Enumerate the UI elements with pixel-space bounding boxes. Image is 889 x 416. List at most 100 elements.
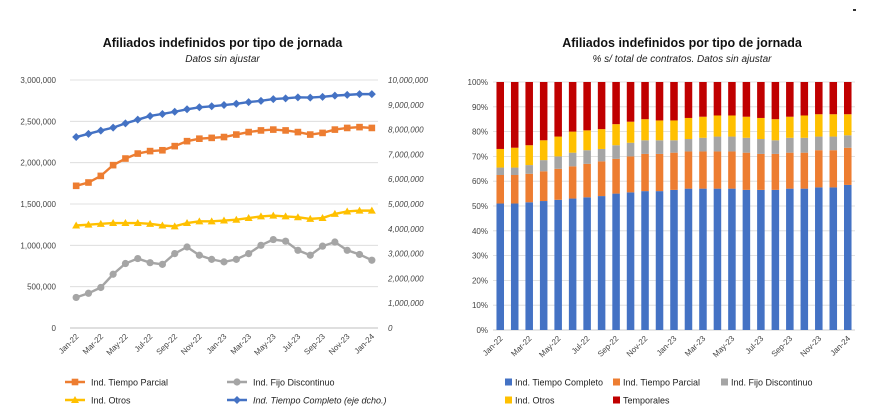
left-x-tick-label: Mar-22 <box>81 332 106 357</box>
right-bar-segment <box>757 117 765 140</box>
right-x-tick-label: May-22 <box>537 334 563 360</box>
right-bar-segment <box>699 151 707 189</box>
left-series-point <box>72 293 80 302</box>
right-x-tick-label: Sep-23 <box>770 334 795 359</box>
right-bar-segment <box>554 156 562 169</box>
left-x-tick-label: Sep-22 <box>155 332 180 357</box>
left-series-point <box>256 96 265 105</box>
right-bar-segment <box>597 161 606 197</box>
left-legend-label: Ind. Otros <box>91 396 131 406</box>
right-bar-segment <box>815 114 823 137</box>
right-bar-segment <box>626 142 635 157</box>
right-bar-segment <box>626 192 635 330</box>
left-series-point <box>109 270 117 278</box>
right-bar-segment <box>568 131 577 153</box>
right-bar-segment <box>670 120 678 141</box>
right-bar-segment <box>496 175 505 204</box>
left-series-point <box>257 241 265 249</box>
left-series-point <box>294 246 302 254</box>
left-series-point <box>146 259 154 267</box>
right-bar-segment <box>597 129 606 149</box>
right-bar-segment <box>539 160 548 172</box>
right-bar-segment <box>510 175 519 204</box>
right-bar-segment <box>655 82 664 121</box>
left-series-point <box>220 133 228 141</box>
right-bar-segment <box>641 191 649 330</box>
right-bar-segment <box>713 188 722 330</box>
left-x-tick-label: Jul-23 <box>281 332 303 354</box>
right-bar-segment <box>757 153 765 190</box>
left-series-point <box>207 217 216 225</box>
right-y-tick-label: 80% <box>472 128 488 137</box>
left-x-tick-label: Jan-23 <box>205 332 229 356</box>
left-x-tick-label: Sep-23 <box>302 332 327 357</box>
left-series-point <box>367 206 376 214</box>
left-series-point <box>158 260 166 268</box>
right-bar-segment <box>728 82 736 116</box>
left-x-tick-label: Jul-22 <box>133 332 155 354</box>
left-legend-marker <box>71 378 79 386</box>
right-legend-swatch <box>613 378 620 386</box>
left-series-point <box>294 128 302 136</box>
right-bar-segment <box>728 188 736 330</box>
right-bar-segment <box>843 147 852 185</box>
right-bar-segment <box>728 151 736 189</box>
right-y-tick-label: 90% <box>472 103 488 112</box>
right-bar-segment <box>800 82 809 116</box>
left-x-tick-label: Nov-22 <box>179 332 204 357</box>
right-bar-segment <box>612 145 620 159</box>
left-y2-tick-label: 10,000,000 <box>388 76 429 85</box>
left-series-point <box>293 93 302 102</box>
left-series-point <box>306 93 315 102</box>
right-y-tick-label: 60% <box>472 177 488 186</box>
right-bar-segment <box>554 168 562 200</box>
right-bar-segment <box>742 189 751 330</box>
left-y2-tick-label: 8,000,000 <box>388 126 424 135</box>
right-chart-title: Afiliados indefinidos por tipo de jornad… <box>562 36 802 50</box>
left-series-point <box>133 115 142 124</box>
right-bar-segment <box>583 163 591 198</box>
left-series-point <box>196 135 203 142</box>
left-y2-tick-label: 5,000,000 <box>388 200 424 209</box>
right-bar-segment <box>684 82 693 118</box>
right-y-tick-label: 20% <box>472 276 488 285</box>
right-bar-segment <box>699 116 707 138</box>
left-series-point <box>134 150 142 157</box>
left-series-point <box>195 103 204 112</box>
left-series-point <box>343 124 351 132</box>
right-bar-segment <box>815 136 823 151</box>
right-bar-segment <box>713 115 722 137</box>
left-series-point <box>159 146 166 154</box>
right-bar-segment <box>800 188 809 330</box>
left-series-point <box>330 209 339 217</box>
right-legend-label: Ind. Tiempo Parcial <box>623 378 700 388</box>
left-chart-panel: Afiliados indefinidos por tipo de jornad… <box>20 36 429 406</box>
right-bar-segment <box>525 202 533 330</box>
left-series-point <box>343 90 352 99</box>
right-bar-segment <box>626 82 635 122</box>
left-series-point <box>220 258 228 266</box>
left-series-point <box>84 129 93 138</box>
right-bar-segment <box>597 196 606 330</box>
left-y-tick-label: 500,000 <box>27 283 56 292</box>
right-bar-segment <box>684 117 693 140</box>
left-series-point <box>158 221 167 229</box>
left-series-point <box>331 238 339 246</box>
right-legend-label: Ind. Fijo Discontinuo <box>731 378 813 388</box>
right-bar-segment <box>786 188 794 330</box>
right-bar-segment <box>786 137 794 153</box>
left-series-point <box>220 216 228 224</box>
left-line-chart: 0 500,000 1,000,000 1,500,000 2,000,000 2,500… <box>20 76 429 406</box>
right-bar-segment <box>699 137 707 152</box>
left-series-point <box>343 207 352 215</box>
right-legend-label: Ind. Otros <box>515 396 555 406</box>
right-bar-segment <box>815 187 823 330</box>
left-y-tick-label: 1,000,000 <box>20 241 56 250</box>
left-series-point <box>269 95 278 104</box>
left-series-point <box>72 133 81 142</box>
left-series-point <box>281 212 290 220</box>
left-series-point <box>244 98 253 107</box>
left-legend-label: Ind. Fijo Discontinuo <box>253 378 335 388</box>
right-bar-segment <box>771 119 780 141</box>
right-bar-segment <box>800 152 809 189</box>
